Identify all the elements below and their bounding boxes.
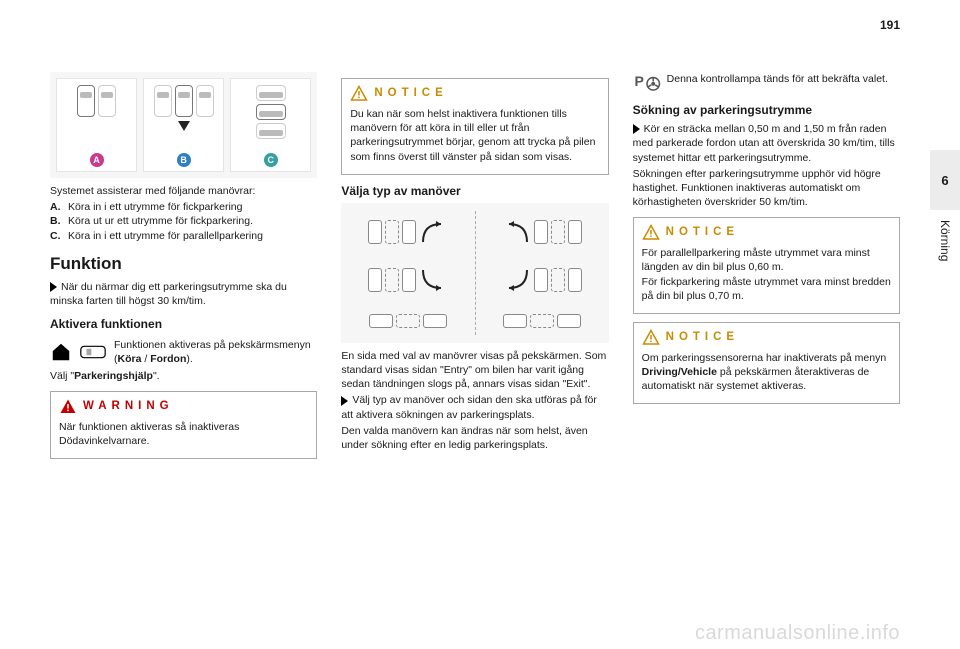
- notice-1-callout: NOTICE Du kan när som helst inaktivera f…: [341, 78, 608, 175]
- warning-body: När funktionen aktiveras så inaktiveras …: [59, 420, 308, 448]
- col3-para1: Sökningen efter parkeringsutrymme upphör…: [633, 167, 900, 210]
- funktion-bullet-1: När du närmar dig ett parkeringsutrymme …: [50, 280, 317, 308]
- p-indicator-line: P Denna kontrollampa tänds för att bekrä…: [633, 72, 900, 86]
- funktion-bullet-1-text: När du närmar dig ett parkeringsutrymme …: [50, 281, 287, 307]
- notice-3-bold: Driving/Vehicle: [642, 366, 717, 378]
- sub-title-valja: Välja typ av manöver: [341, 183, 608, 199]
- curve-arrow-icon: [503, 266, 531, 294]
- list-text-c: Köra in i ett utrymme för parallellparke…: [68, 229, 263, 243]
- notice-2-callout: NOTICE För parallellparkering måste utry…: [633, 217, 900, 314]
- activation-bold-2: Fordon: [150, 353, 186, 365]
- col3-bullet-text: Kör en sträcka mellan 0,50 m and 1,50 m …: [633, 123, 895, 163]
- warning-title: WARNING: [83, 399, 174, 415]
- list-tag-a: A.: [50, 200, 64, 214]
- sub-title-aktivera: Aktivera funktionen: [50, 316, 317, 332]
- warning-icon: [59, 398, 77, 416]
- notice-3-title: NOTICE: [666, 330, 739, 346]
- list-item-b: B. Köra ut ur ett utrymme för fickparkeri…: [50, 214, 317, 228]
- notice-icon: [642, 224, 660, 242]
- activation-icons-line: Funktionen aktiveras på pekskärmsmenyn (…: [50, 338, 317, 366]
- curve-arrow-icon: [419, 266, 447, 294]
- svg-text:P: P: [634, 73, 643, 89]
- warning-callout: WARNING När funktionen aktiveras så inak…: [50, 391, 317, 459]
- section-title-funktion: Funktion: [50, 253, 317, 276]
- select-suffix: ".: [153, 370, 160, 382]
- notice-3-prefix: Om parkeringssensorerna har inaktiverats…: [642, 352, 887, 364]
- col2-para2: Den valda manövern kan ändras när som he…: [341, 424, 608, 452]
- p-indicator-text: Denna kontrollampa tänds för att bekräft…: [667, 73, 888, 85]
- activation-bold-1: Köra: [118, 353, 142, 365]
- figure-half-right: [484, 211, 601, 335]
- list-item-c: C. Köra in i ett utrymme för parallellpar…: [50, 229, 317, 243]
- notice-1-body: Du kan när som helst inaktivera funktion…: [350, 107, 599, 164]
- car-top-icon: [80, 343, 106, 361]
- activation-sep: /: [141, 353, 150, 365]
- bullet-icon: [50, 282, 57, 292]
- select-prefix: Välj ": [50, 370, 74, 382]
- p-wheel-icon: P: [633, 72, 661, 94]
- notice-3-callout: NOTICE Om parkeringssensorerna har inakt…: [633, 322, 900, 405]
- list-text-b: Köra ut ur ett utrymme för fickparkering…: [68, 214, 253, 228]
- notice-icon: [350, 85, 368, 103]
- select-line: Välj "Parkeringshjälp".: [50, 369, 317, 383]
- col2-para1: En sida med val av manövrer visas på pek…: [341, 349, 608, 392]
- page-number: 191: [880, 18, 900, 32]
- figure-a-cell: A: [56, 78, 137, 172]
- figure-a-badge: A: [90, 153, 104, 167]
- curve-arrow-icon: [419, 218, 447, 246]
- figure-b-cell: B: [143, 78, 224, 172]
- figure-parking-modes: A B C: [50, 72, 317, 178]
- column-3: P Denna kontrollampa tänds för att bekrä…: [633, 70, 900, 619]
- side-section-label: Körning: [938, 220, 952, 261]
- bullet-icon: [341, 396, 348, 406]
- figure-divider: [475, 211, 476, 335]
- figure-b-badge: B: [177, 153, 191, 167]
- figure-c-badge: C: [264, 153, 278, 167]
- figure-c-cell: C: [230, 78, 311, 172]
- notice-icon: [642, 329, 660, 347]
- select-bold: Parkeringshjälp: [74, 370, 153, 382]
- column-2: NOTICE Du kan när som helst inaktivera f…: [341, 70, 608, 619]
- list-tag-c: C.: [50, 229, 64, 243]
- intro-text: Systemet assisterar med följande manövra…: [50, 184, 317, 198]
- notice-2-body: För parallellparkering måste utrymmet va…: [642, 246, 891, 303]
- notice-2-title: NOTICE: [666, 225, 739, 241]
- activation-text: Funktionen aktiveras på pekskärmsmenyn (…: [114, 338, 317, 366]
- notice-1-title: NOTICE: [374, 86, 447, 102]
- figure-half-left: [349, 211, 466, 335]
- list-tag-b: B.: [50, 214, 64, 228]
- sub-title-sokning: Sökning av parkeringsutrymme: [633, 102, 900, 118]
- watermark: carmanualsonline.info: [695, 622, 900, 645]
- col2-bullet-text: Välj typ av manöver och sidan den ska ut…: [341, 394, 597, 420]
- column-1: A B C Systemet assisterar med följande m…: [50, 70, 317, 619]
- curve-arrow-icon: [503, 218, 531, 246]
- activation-suffix: ).: [186, 353, 192, 365]
- col2-bullet: Välj typ av manöver och sidan den ska ut…: [341, 393, 608, 421]
- chapter-tab: 6: [930, 150, 960, 210]
- col3-bullet: Kör en sträcka mellan 0,50 m and 1,50 m …: [633, 122, 900, 165]
- figure-manoeuvre-select: [341, 203, 608, 343]
- notice-3-body: Om parkeringssensorerna har inaktiverats…: [642, 351, 891, 394]
- home-icon: [50, 341, 72, 363]
- bullet-icon: [633, 124, 640, 134]
- list-item-a: A. Köra in i ett utrymme för fickparkerin…: [50, 200, 317, 214]
- list-text-a: Köra in i ett utrymme för fickparkering: [68, 200, 242, 214]
